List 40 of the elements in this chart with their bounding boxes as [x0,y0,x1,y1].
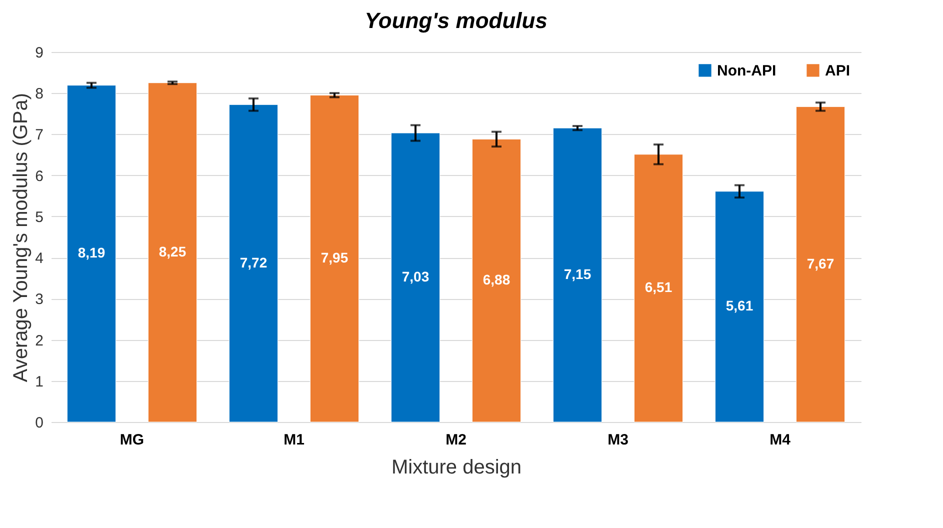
bar [552,128,602,422]
y-tick-label: 4 [35,250,44,268]
bar [228,104,278,422]
x-tick-label: M1 [284,432,304,448]
y-tick-label: 9 [35,44,44,62]
data-label: 6,51 [644,279,672,296]
bar [714,191,764,422]
bar [796,106,846,422]
y-tick-label: 5 [35,208,44,226]
data-label: 7,67 [806,255,834,272]
bar [66,85,116,422]
legend-label: API [825,62,850,80]
data-label: 8,25 [158,243,186,260]
y-tick-label: 3 [35,291,44,308]
data-label: 7,95 [320,250,348,266]
x-tick-label: M4 [770,432,792,448]
y-tick-label: 0 [35,414,44,432]
bar [472,138,522,422]
data-label: 7,03 [402,268,430,284]
bar [390,132,440,422]
legend-label: Non-API [717,62,776,80]
y-tick-label: 7 [35,126,44,144]
data-label: 8,19 [78,244,106,261]
bar [148,82,198,422]
data-label: 5,61 [726,298,754,314]
x-tick-label: MG [120,432,144,448]
data-label: 7,15 [564,266,592,282]
x-tick-label: M3 [608,432,628,448]
bar [634,154,684,422]
y-tick-label: 2 [35,332,44,350]
y-tick-label: 1 [35,373,44,390]
x-axis-title: Mixture design [391,456,522,478]
y-axis-title: Average Young's modulus (GPa) [10,92,32,382]
bar [310,94,360,422]
chart-title: Young's modulus [364,8,548,33]
data-label: 7,72 [240,254,268,270]
y-tick-label: 8 [35,86,44,103]
data-label: 6,88 [482,272,510,288]
x-tick-label: M2 [446,432,466,448]
y-tick-label: 6 [35,168,44,185]
